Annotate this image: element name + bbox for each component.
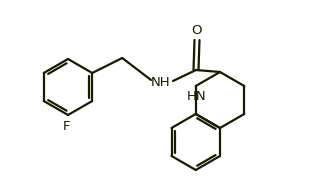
Text: HN: HN [187,89,207,103]
Text: O: O [192,23,202,36]
Text: F: F [63,119,71,132]
Text: NH: NH [151,75,171,89]
